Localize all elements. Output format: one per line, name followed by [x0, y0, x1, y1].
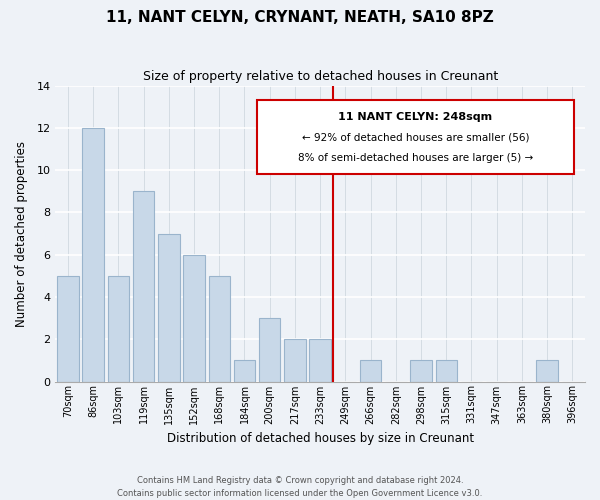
Title: Size of property relative to detached houses in Creunant: Size of property relative to detached ho…: [143, 70, 498, 83]
Bar: [57, 276, 79, 382]
Bar: [310, 339, 331, 382]
Text: Contains HM Land Registry data © Crown copyright and database right 2024.
Contai: Contains HM Land Registry data © Crown c…: [118, 476, 482, 498]
Bar: [133, 192, 154, 382]
Bar: [184, 254, 205, 382]
Bar: [536, 360, 558, 382]
Bar: [209, 276, 230, 382]
Text: 8% of semi-detached houses are larger (5) →: 8% of semi-detached houses are larger (5…: [298, 153, 533, 163]
Bar: [82, 128, 104, 382]
Bar: [234, 360, 255, 382]
Bar: [410, 360, 432, 382]
Bar: [158, 234, 179, 382]
Bar: [436, 360, 457, 382]
Bar: [259, 318, 280, 382]
Text: 11, NANT CELYN, CRYNANT, NEATH, SA10 8PZ: 11, NANT CELYN, CRYNANT, NEATH, SA10 8PZ: [106, 10, 494, 25]
Y-axis label: Number of detached properties: Number of detached properties: [15, 140, 28, 326]
Bar: [284, 339, 305, 382]
FancyBboxPatch shape: [257, 100, 574, 174]
Text: ← 92% of detached houses are smaller (56): ← 92% of detached houses are smaller (56…: [302, 132, 529, 142]
Bar: [107, 276, 129, 382]
Text: 11 NANT CELYN: 248sqm: 11 NANT CELYN: 248sqm: [338, 112, 493, 122]
X-axis label: Distribution of detached houses by size in Creunant: Distribution of detached houses by size …: [167, 432, 474, 445]
Bar: [360, 360, 382, 382]
